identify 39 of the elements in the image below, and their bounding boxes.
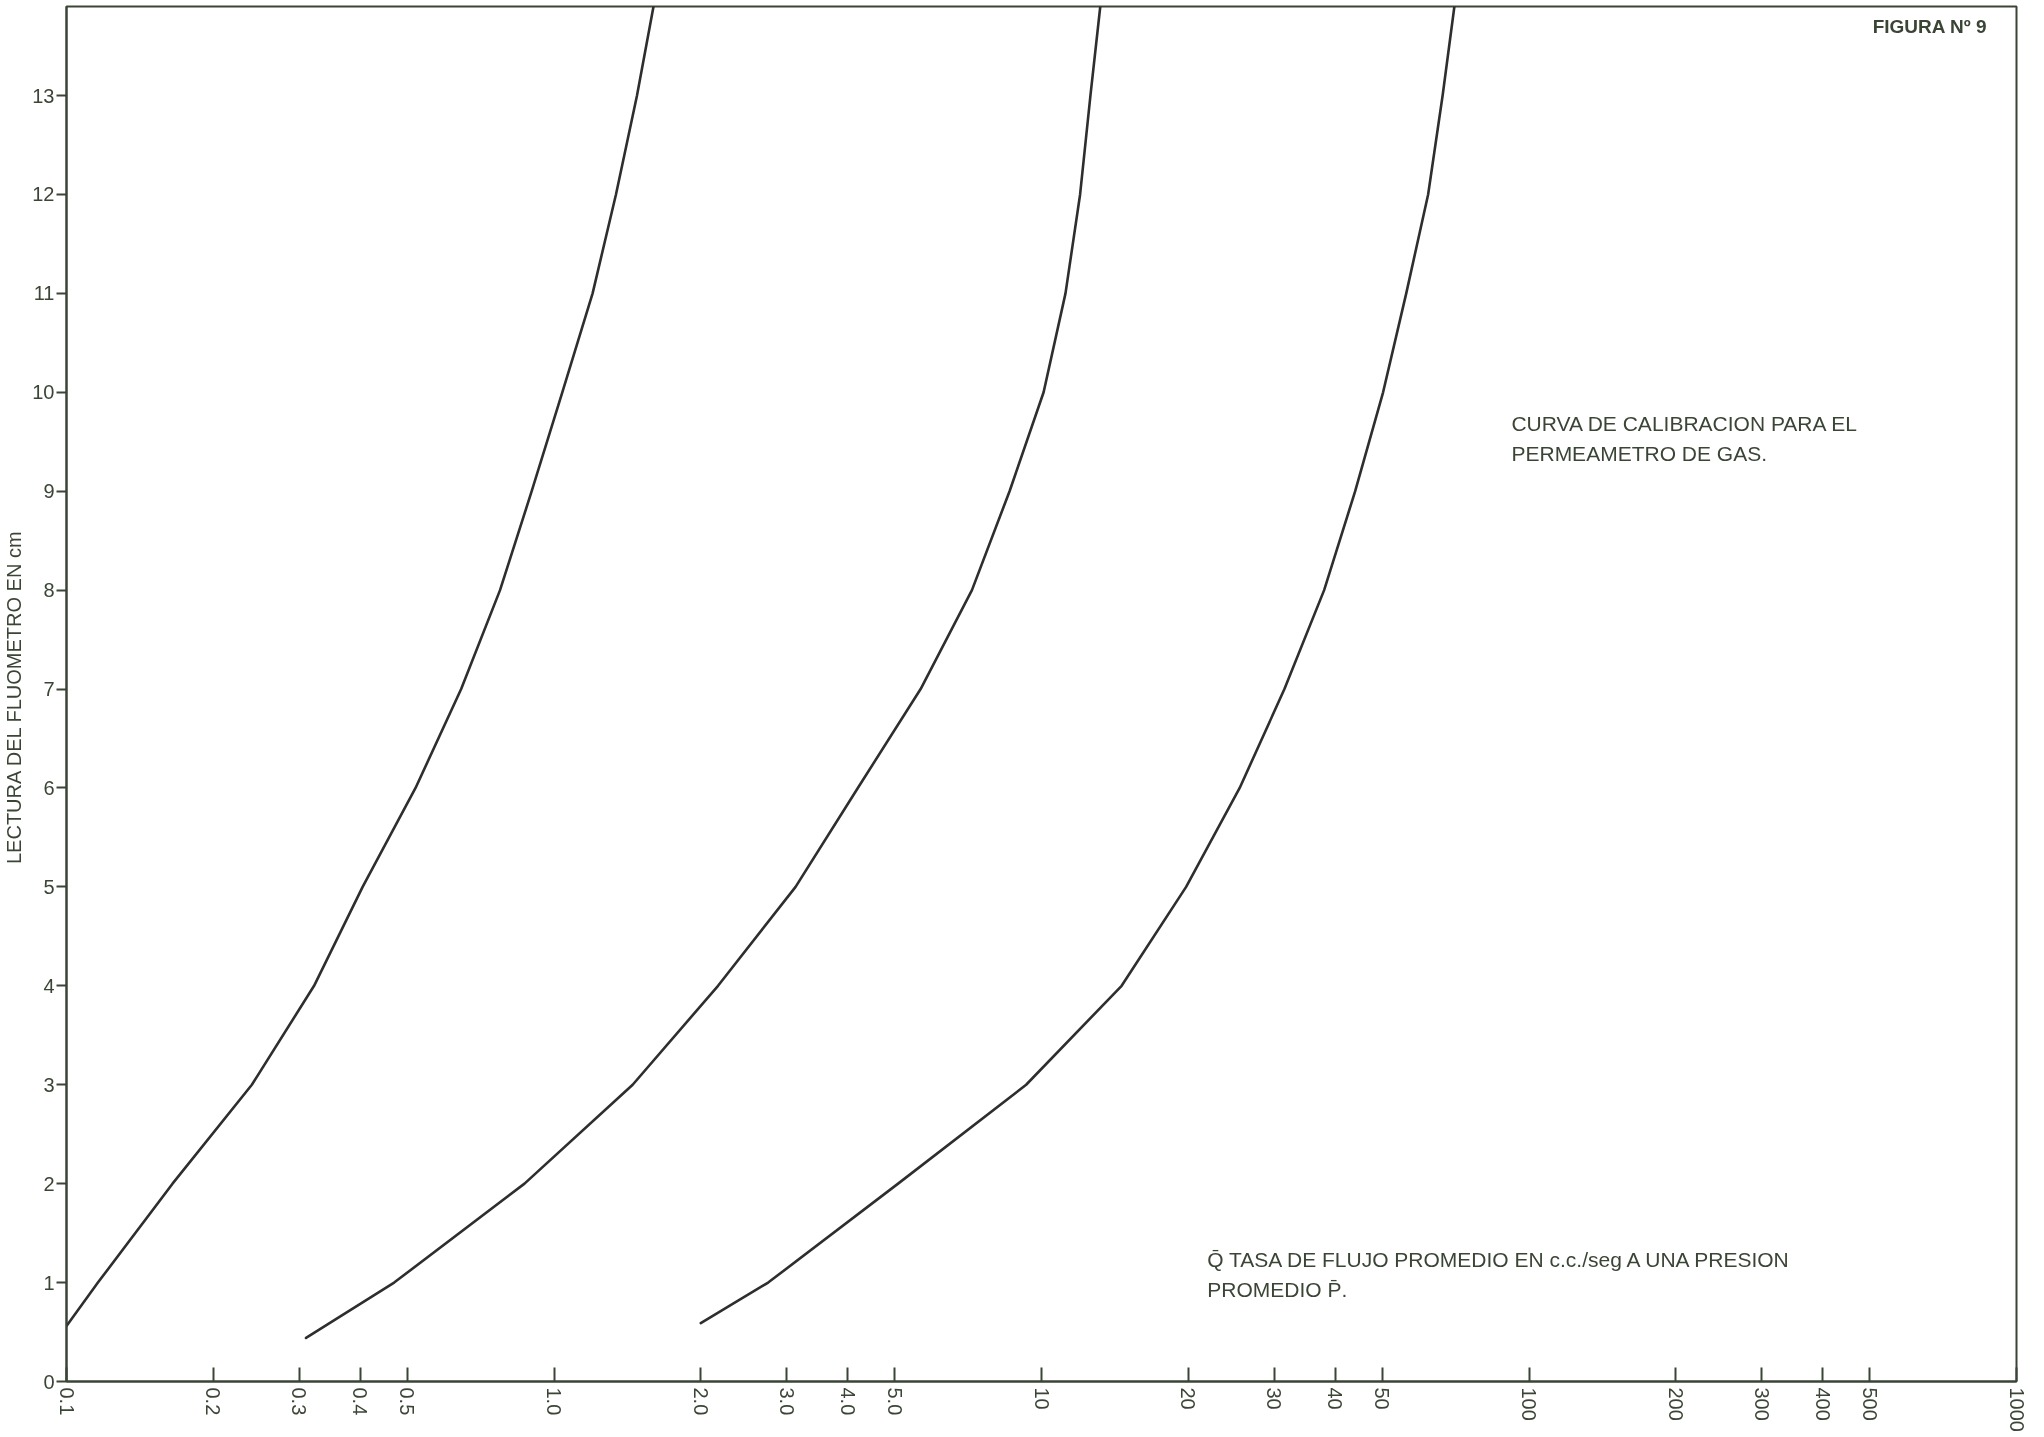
y-tick-label: 1 bbox=[43, 1271, 55, 1294]
x-tick-label: 0.5 bbox=[396, 1387, 419, 1416]
x-tick-label: 4.0 bbox=[836, 1387, 859, 1416]
x-tick-label: 0.2 bbox=[202, 1387, 225, 1416]
x-tick-label: 400 bbox=[1811, 1387, 1834, 1421]
y-tick-label: 9 bbox=[43, 480, 55, 503]
x-tick-label: 40 bbox=[1324, 1387, 1346, 1410]
x-tick-label: 1.0 bbox=[543, 1387, 565, 1416]
y-tick-label: 3 bbox=[43, 1073, 55, 1096]
y-tick-label: 13 bbox=[32, 84, 55, 107]
y-tick-label: 10 bbox=[32, 381, 55, 404]
x-tick-label: 20 bbox=[1177, 1387, 1200, 1410]
x-tick-label: 3.0 bbox=[775, 1387, 798, 1416]
y-tick-label: 11 bbox=[33, 282, 55, 305]
y-tick-label: 7 bbox=[43, 678, 55, 701]
text: FIGURA Nº 9 bbox=[1872, 16, 1987, 38]
y-tick-label: 8 bbox=[43, 579, 55, 602]
y-tick-label: 4 bbox=[43, 974, 55, 997]
y-tick-label: 12 bbox=[32, 183, 55, 206]
y-tick-label: 6 bbox=[43, 776, 55, 799]
x-tick-label: 200 bbox=[1664, 1387, 1687, 1421]
x-tick-label: 5.0 bbox=[883, 1387, 906, 1416]
x-tick-label: 300 bbox=[1750, 1387, 1773, 1421]
x-tick-label: 0.3 bbox=[288, 1387, 311, 1416]
y-tick-label: 0 bbox=[43, 1370, 55, 1393]
x-tick-label: 50 bbox=[1371, 1387, 1394, 1410]
x-tick-label: 0.4 bbox=[349, 1387, 371, 1416]
y-tick-label: 5 bbox=[43, 875, 55, 898]
x-tick-label: 500 bbox=[1858, 1387, 1881, 1421]
x-tick-label: 10 bbox=[1030, 1387, 1053, 1410]
y-tick-label: 2 bbox=[43, 1172, 55, 1195]
y-axis-title: LECTURA DEL FLUOMETRO EN cm bbox=[3, 531, 26, 865]
x-axis-title: Q̄ TASA DE FLUJO PROMEDIO EN c.c./seg A UNA PRESION PROMEDIO P̄. bbox=[1207, 1248, 1789, 1302]
annotation: CURVA DE CALIBRACION PARA EL PERMEAMETRO DE GAS. bbox=[1511, 412, 1857, 466]
x-tick-label: 1000 bbox=[2005, 1387, 2028, 1432]
x-tick-label: 2.0 bbox=[689, 1387, 712, 1416]
x-tick-label: 0.1 bbox=[55, 1387, 78, 1416]
x-tick-label: 30 bbox=[1263, 1387, 1286, 1410]
x-tick-label: 100 bbox=[1518, 1387, 1540, 1421]
